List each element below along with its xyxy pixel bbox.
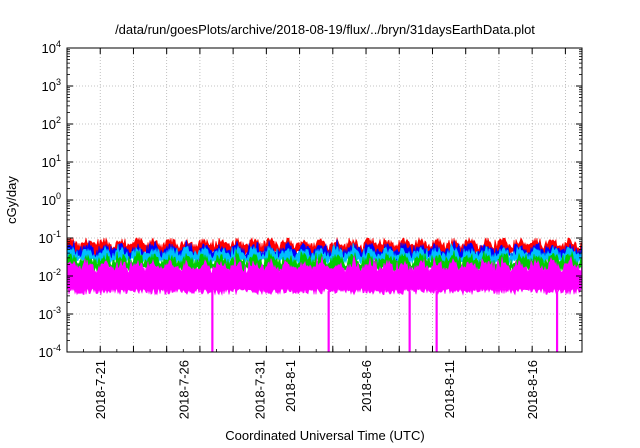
y-tick-label: 103 bbox=[42, 77, 61, 94]
y-tick-label: 104 bbox=[42, 39, 61, 56]
x-tick-label: 2018-7-26 bbox=[176, 360, 191, 419]
plot-frame bbox=[66, 47, 583, 353]
y-tick-label: 10-2 bbox=[39, 267, 61, 284]
y-tick-label: 10-1 bbox=[39, 229, 61, 246]
x-tick-label: 2018-7-31 bbox=[252, 360, 267, 419]
x-tick-label: 2018-8-16 bbox=[525, 360, 540, 419]
y-tick-label: 10-3 bbox=[39, 305, 61, 322]
y-tick-label: 102 bbox=[42, 115, 61, 132]
grid bbox=[67, 48, 582, 352]
y-tick-labels: 10-4 10-3 10-2 10-1 100 101 102 103 104 bbox=[39, 39, 61, 360]
x-tick-label: 2018-8-1 bbox=[283, 360, 298, 412]
x-tick-labels: 2018-7-21 2018-7-26 2018-7-31 2018-8-1 2018-… bbox=[93, 360, 540, 419]
x-tick-label: 2018-8-6 bbox=[359, 360, 374, 412]
series-group bbox=[66, 236, 583, 352]
tick-marks bbox=[67, 47, 582, 353]
y-tick-label: 10-4 bbox=[39, 343, 61, 360]
chart-title: /data/run/goesPlots/archive/2018-08-19/f… bbox=[115, 22, 535, 37]
x-tick-label: 2018-7-21 bbox=[93, 360, 108, 419]
x-tick-label: 2018-8-11 bbox=[442, 360, 457, 418]
y-tick-label: 100 bbox=[42, 191, 61, 208]
y-tick-label: 101 bbox=[42, 153, 61, 170]
y-axis-label: cGy/day bbox=[4, 176, 19, 224]
x-axis-label: Coordinated Universal Time (UTC) bbox=[225, 428, 424, 443]
